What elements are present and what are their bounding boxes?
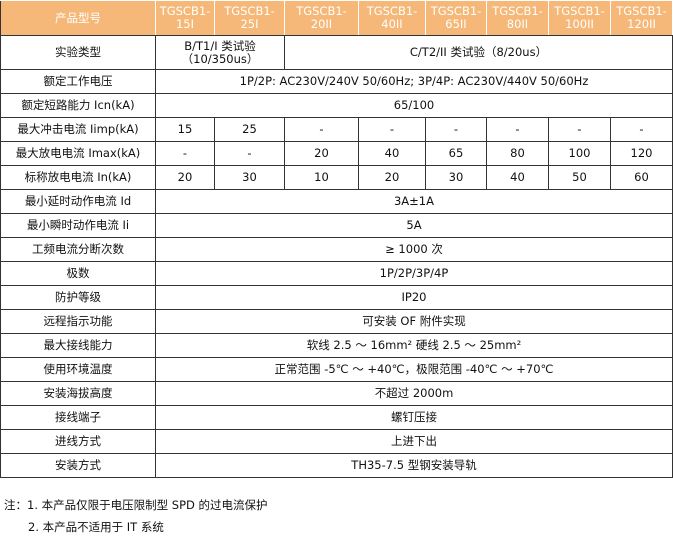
row-value: - [358, 117, 426, 142]
row-value: 60 [610, 165, 673, 190]
spec-row: 最小延时动作电流 Id 3A±1A [0, 189, 673, 214]
note: 2. 本产品不适用于 IT 系统 [28, 520, 164, 534]
row-value: 20 [284, 141, 359, 166]
row-value: - [155, 141, 215, 166]
row-value: 10 [284, 165, 359, 190]
row-value: 3A±1A [155, 189, 673, 214]
model-header: TGSCB1- 80II [486, 0, 549, 36]
row-value: 100 [548, 141, 611, 166]
row-value: 软线 2.5 ～ 16mm² 硬线 2.5 ～ 25mm² [155, 333, 673, 358]
row-value: 80 [486, 141, 549, 166]
spec-row: 安装海拔高度 不超过 2000m [0, 381, 673, 406]
row-label: 进线方式 [0, 429, 156, 454]
row-value: 25 [214, 117, 285, 142]
footnotes: 注：1. 本产品仅限于电压限制型 SPD 的过电流保护 2. 本产品不适用于 I… [4, 494, 268, 538]
row-label: 最小延时动作电流 Id [0, 189, 156, 214]
class2-test: C/T2/II 类试验（8/20us） [284, 35, 673, 70]
model-header: TGSCB1- 120II [610, 0, 673, 36]
row-label: 远程指示功能 [0, 309, 156, 334]
row-value: 20 [358, 165, 426, 190]
model-header: TGSCB1- 20II [284, 0, 359, 36]
spec-row: 额定工作电压 1P/2P: AC230V/240V 50/60Hz; 3P/4P:… [0, 69, 673, 94]
spec-row: 工频电流分断次数 ≥ 1000 次 [0, 237, 673, 262]
row-value: - [610, 117, 673, 142]
row-value: 50 [548, 165, 611, 190]
row-value: - [548, 117, 611, 142]
row-value: 30 [214, 165, 285, 190]
row-value: - [214, 141, 285, 166]
class1-test: B/T1/I 类试验 （10/350us） [155, 35, 285, 70]
row-value: - [486, 117, 549, 142]
row-value: - [425, 117, 487, 142]
spec-row: 使用环境温度 正常范围 -5℃ ～ +40℃，极限范围 -40℃ ～ +70℃ [0, 357, 673, 382]
spec-row: 最大冲击电流 Iimp(kA) 15 25- - - - - - [0, 117, 673, 142]
row-value: 上进下出 [155, 429, 673, 454]
row-label: 接线端子 [0, 405, 156, 430]
spec-table: 产品型号 TGSCB1- 15I TGSCB1- 25I TGSCB1- 20II TGSC… [0, 0, 673, 478]
spec-row: 极数 1P/2P/3P/4P [0, 261, 673, 286]
row-label: 最大放电电流 Imax(kA) [0, 141, 156, 166]
row-value: 20 [155, 165, 215, 190]
spec-row: 防护等级 IP20 [0, 285, 673, 310]
row-label: 使用环境温度 [0, 357, 156, 382]
row-value: 40 [486, 165, 549, 190]
row-label: 最小瞬时动作电流 Ii [0, 213, 156, 238]
row-label: 最大接线能力 [0, 333, 156, 358]
row-label: 安装海拔高度 [0, 381, 156, 406]
row-label: 额定短路能力 Icn(kA) [0, 93, 156, 118]
spec-row: 额定短路能力 Icn(kA) 65/100 [0, 93, 673, 118]
row-value: 120 [610, 141, 673, 166]
spec-row: 标称放电电流 In(kA) 20 30 10 20 30 40 50 60 [0, 165, 673, 190]
row-label: 额定工作电压 [0, 69, 156, 94]
row-label: 安装方式 [0, 453, 156, 478]
row-value: 40 [358, 141, 426, 166]
spec-row: 接线端子 螺钉压接 [0, 405, 673, 430]
row-label: 最大冲击电流 Iimp(kA) [0, 117, 156, 142]
spec-row: 安装方式 TH35-7.5 型钢安装导轨 [0, 453, 673, 478]
model-header: TGSCB1- 65II [425, 0, 487, 36]
row-value: ≥ 1000 次 [155, 237, 673, 262]
row-label: 防护等级 [0, 285, 156, 310]
row-value: 螺钉压接 [155, 405, 673, 430]
model-header: TGSCB1- 40II [358, 0, 426, 36]
note: 注：1. 本产品仅限于电压限制型 SPD 的过电流保护 [4, 498, 268, 512]
row-value: 5A [155, 213, 673, 238]
model-header: TGSCB1- 15I [155, 0, 215, 36]
row-label: 实验类型 [0, 35, 156, 70]
row-value: TH35-7.5 型钢安装导轨 [155, 453, 673, 478]
row-value: 正常范围 -5℃ ～ +40℃，极限范围 -40℃ ～ +70℃ [155, 357, 673, 382]
spec-row: 远程指示功能 可安装 OF 附件实现 [0, 309, 673, 334]
spec-row: 最小瞬时动作电流 Ii 5A [0, 213, 673, 238]
row-value: - [284, 117, 359, 142]
row-value: IP20 [155, 285, 673, 310]
test-type-row: 实验类型 B/T1/I 类试验 （10/350us） C/T2/II 类试验（8/… [0, 35, 673, 70]
row-value: 65 [425, 141, 487, 166]
row-value: 1P/2P: AC230V/240V 50/60Hz; 3P/4P: AC230… [155, 69, 673, 94]
header-label: 产品型号 [0, 0, 156, 36]
row-value: 可安装 OF 附件实现 [155, 309, 673, 334]
row-value: 不超过 2000m [155, 381, 673, 406]
row-value: 30 [425, 165, 487, 190]
header-row: 产品型号 TGSCB1- 15I TGSCB1- 25I TGSCB1- 20II TGSC… [0, 0, 673, 36]
row-value: 15 [155, 117, 215, 142]
row-value: 65/100 [155, 93, 673, 118]
row-label: 标称放电电流 In(kA) [0, 165, 156, 190]
spec-row: 最大接线能力 软线 2.5 ～ 16mm² 硬线 2.5 ～ 25mm² [0, 333, 673, 358]
row-value: 1P/2P/3P/4P [155, 261, 673, 286]
model-header: TGSCB1- 25I [214, 0, 285, 36]
model-header: TGSCB1- 100II [548, 0, 611, 36]
spec-row: 进线方式 上进下出 [0, 429, 673, 454]
row-label: 工频电流分断次数 [0, 237, 156, 262]
spec-row: 最大放电电流 Imax(kA) - -20 40 65 80 100 120 [0, 141, 673, 166]
row-label: 极数 [0, 261, 156, 286]
